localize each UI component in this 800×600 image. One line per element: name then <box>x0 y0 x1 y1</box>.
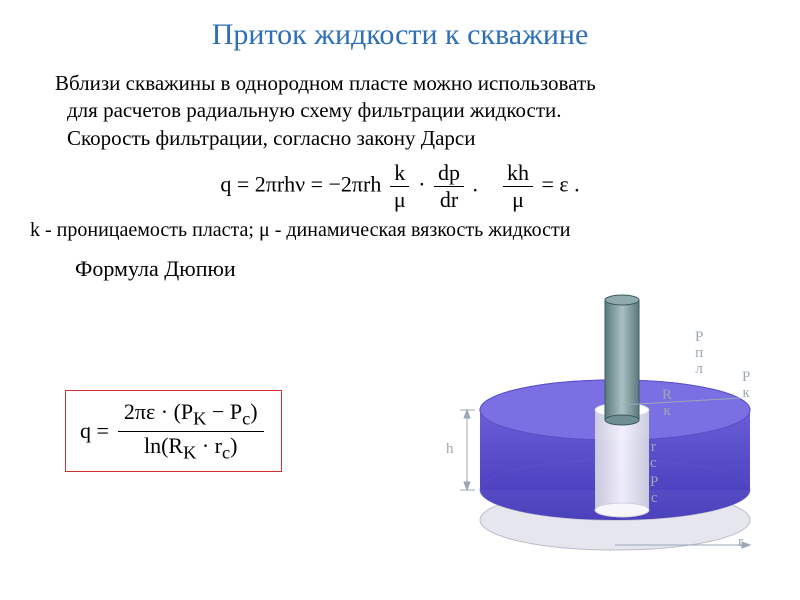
intro-paragraph: Вблизи скважины в однородном пласте можн… <box>0 52 800 152</box>
well-diagram: h r c R к Р п л Р к Р с r <box>440 290 770 570</box>
eq1-frac-dpdr: dp dr <box>434 162 464 211</box>
dupuis-num: 2πε · (PK − Pc) <box>118 401 264 432</box>
dupuis-label: Формула Дюпюи <box>0 242 800 282</box>
dupuis-frac: 2πε · (PK − Pc) ln(RK · rc) <box>118 401 264 461</box>
para-line-1: Вблизи скважины в однородном пласте можн… <box>55 70 760 97</box>
eq2-num: kh <box>503 162 533 187</box>
page-title: Приток жидкости к скважине <box>0 0 800 52</box>
eq1-lhs: q = 2πrhν = −2πrh <box>220 171 381 196</box>
dupuis-num-b: − P <box>206 399 242 424</box>
para-line-3: Скорость фильтрации, согласно закону Дар… <box>55 125 760 152</box>
label-Rk: R к <box>662 388 672 420</box>
eq2-rhs: = ε . <box>542 171 580 196</box>
dupuis-num-ksub: K <box>193 408 206 428</box>
eq1-tail: . <box>473 171 479 196</box>
dupuis-den: ln(RK · rc) <box>138 432 244 462</box>
dupuis-den-a: ln(R <box>144 433 183 458</box>
eq1-dot: · <box>418 171 425 196</box>
dupuis-num-c: ) <box>250 399 257 424</box>
dupuis-den-ksub: K <box>183 442 196 462</box>
label-rc: r c <box>650 440 657 472</box>
dupuis-num-a: 2πε · (P <box>124 399 193 424</box>
eq1-frac1-den: μ <box>390 187 410 211</box>
well-svg <box>440 290 770 570</box>
label-Pc: Р с <box>650 475 658 507</box>
dupuis-q: q = <box>80 418 109 444</box>
dupuis-den-b: · r <box>196 433 222 458</box>
eq1-frac2-num: dp <box>434 162 464 187</box>
eq2-den: μ <box>508 187 528 211</box>
para-line-2: для расчетов радиальную схему фильтрации… <box>55 97 760 124</box>
dupuis-den-c: ) <box>230 433 237 458</box>
dupuis-den-csub: c <box>222 442 230 462</box>
eq1-frac1-num: k <box>390 162 409 187</box>
label-Pk: Р к <box>742 370 750 402</box>
label-h: h <box>446 442 454 458</box>
label-Ppl: Р п л <box>695 330 703 377</box>
eq1-frac-kmu: k μ <box>390 162 410 211</box>
eq2-frac: kh μ <box>503 162 533 211</box>
definitions: k - проницаемость пласта; μ - динамическ… <box>0 211 800 242</box>
dupuis-num-csub: c <box>242 408 250 428</box>
label-r: r <box>738 535 743 551</box>
eq2-group: kh μ = ε . <box>500 162 580 211</box>
eq1-frac2-den: dr <box>436 187 462 211</box>
eq1-group: q = 2πrhν = −2πrh k μ · dp dr . <box>220 162 478 211</box>
dupuis-formula: q = 2πε · (PK − Pc) ln(RK · rc) <box>65 390 282 472</box>
darcy-equation: q = 2πrhν = −2πrh k μ · dp dr . kh μ = ε… <box>0 162 800 211</box>
